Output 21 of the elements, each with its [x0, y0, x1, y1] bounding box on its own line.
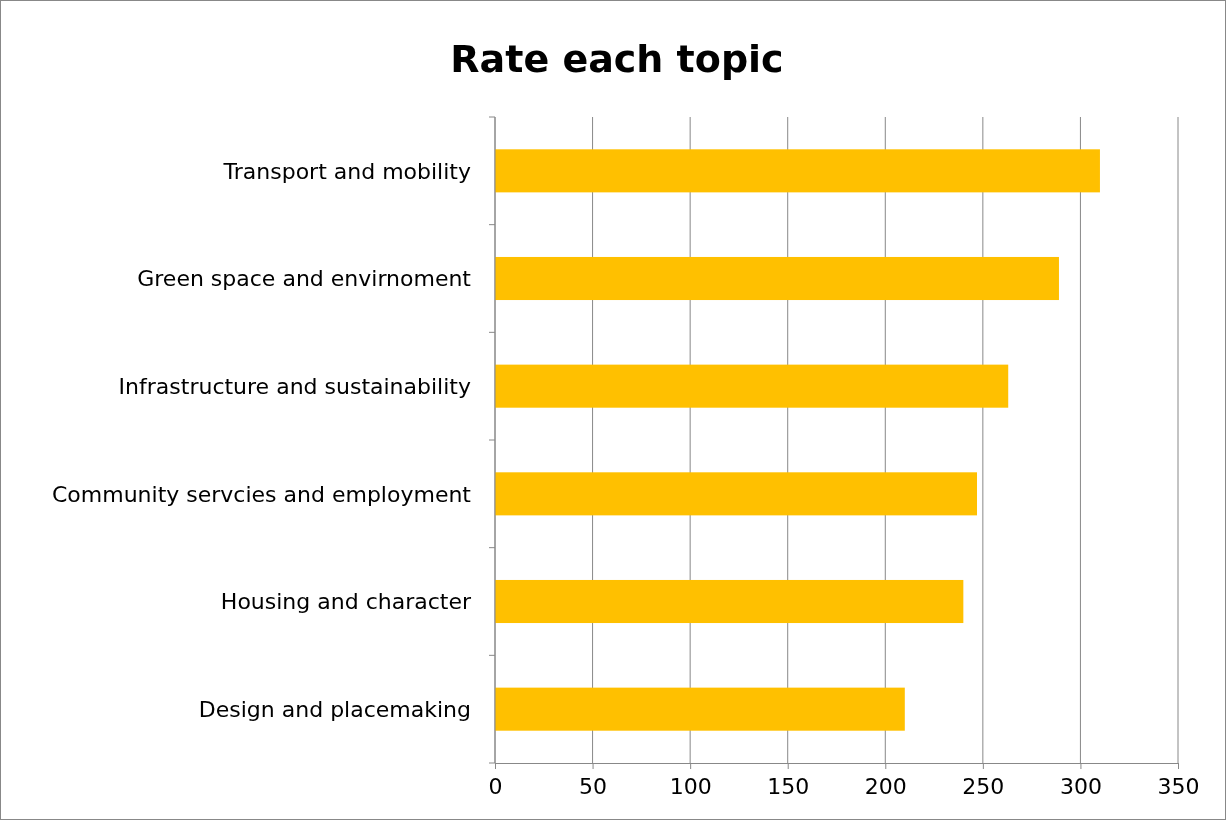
x-tick-label: 100: [669, 774, 712, 799]
y-tick-label: Community servcies and employment: [51, 481, 472, 507]
x-tick-label: 200: [864, 774, 907, 799]
y-tick-label: Transport and mobility: [222, 158, 471, 184]
x-tick-label: 250: [962, 774, 1005, 799]
x-tick-label: 50: [579, 774, 608, 799]
x-tick-label: 350: [1157, 774, 1200, 799]
x-tick-label: 300: [1059, 774, 1102, 799]
x-tick-label: 150: [767, 774, 810, 799]
y-tick-label: Design and placemaking: [198, 696, 471, 722]
y-tick-label: Green space and envirnoment: [137, 266, 472, 292]
bar: [495, 256, 1059, 301]
bar: [495, 687, 905, 731]
y-tick-label: Housing and character: [220, 589, 472, 615]
x-tick-label: 0: [488, 774, 503, 799]
bar: [495, 149, 1100, 193]
bar: [495, 472, 977, 516]
y-tick-label: Infrastructure and sustainability: [118, 373, 471, 399]
bar: [495, 579, 964, 624]
chart-title: Rate each topic: [450, 37, 784, 81]
bar: [495, 364, 1009, 408]
